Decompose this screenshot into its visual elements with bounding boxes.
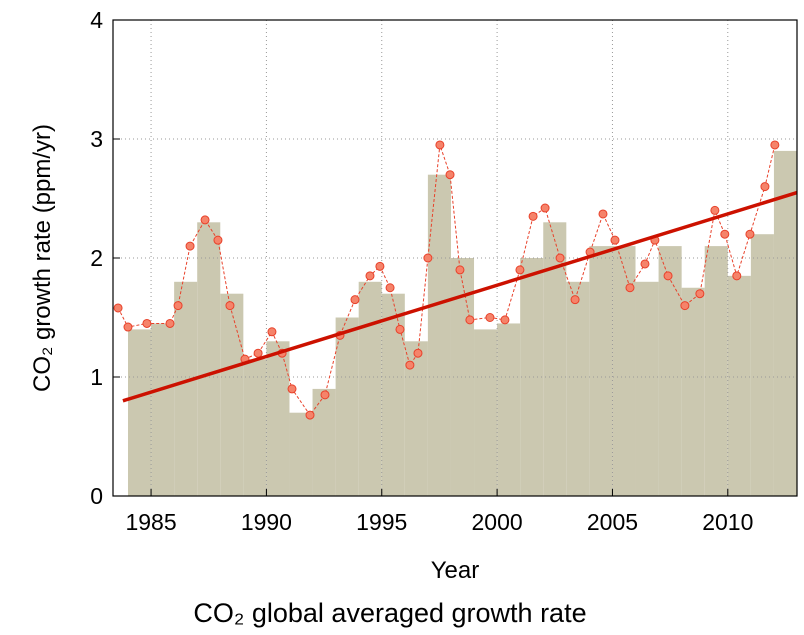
monthly-point xyxy=(375,261,385,271)
monthly-point xyxy=(267,327,277,337)
monthly-point xyxy=(253,348,263,358)
bar xyxy=(174,281,198,496)
monthly-point xyxy=(465,315,475,325)
bar xyxy=(635,281,659,496)
monthly-point xyxy=(695,289,705,299)
monthly-point xyxy=(710,205,720,215)
plot-frame xyxy=(112,19,798,497)
monthly-point xyxy=(540,203,550,213)
bar xyxy=(243,359,267,496)
y-tick-label: 1 xyxy=(90,364,103,390)
monthly-point xyxy=(455,265,465,275)
monthly-point xyxy=(680,301,690,311)
bar xyxy=(704,246,728,496)
monthly-point xyxy=(385,283,395,293)
bar xyxy=(566,281,590,496)
bar xyxy=(427,174,451,496)
bar xyxy=(358,281,382,496)
monthly-point xyxy=(770,140,780,150)
bar xyxy=(266,341,290,496)
y-tick-label: 0 xyxy=(90,483,103,509)
monthly-point xyxy=(213,235,223,245)
bar xyxy=(543,222,567,497)
monthly-point xyxy=(732,271,742,281)
chart-title: CO₂ global averaged growth rate xyxy=(193,598,586,628)
monthly-point xyxy=(142,318,152,328)
monthly-point xyxy=(445,170,455,180)
monthly-point xyxy=(200,215,210,225)
trend-line xyxy=(122,190,798,403)
monthly-point xyxy=(720,229,730,239)
monthly-point xyxy=(570,295,580,305)
y-tick-label: 3 xyxy=(90,126,103,152)
bar xyxy=(497,323,521,496)
monthly-point xyxy=(185,241,195,251)
monthly-point xyxy=(500,315,510,325)
y-tick-label: 2 xyxy=(90,245,103,271)
bar xyxy=(750,234,774,496)
monthly-point xyxy=(515,265,525,275)
monthly-point xyxy=(760,182,770,192)
monthly-point xyxy=(350,295,360,305)
monthly-point xyxy=(598,209,608,219)
monthly-point xyxy=(365,271,375,281)
bar xyxy=(197,222,221,497)
bar xyxy=(151,323,175,496)
monthly-point xyxy=(173,301,183,311)
bar xyxy=(289,412,313,496)
monthly-point xyxy=(413,348,423,358)
bar xyxy=(312,388,336,496)
bar xyxy=(381,293,405,496)
monthly-point xyxy=(423,253,433,263)
monthly-point xyxy=(640,259,650,269)
y-axis-label: CO₂ growth rate (ppm/yr) xyxy=(29,124,56,392)
monthly-point xyxy=(663,271,673,281)
monthly-point xyxy=(395,324,405,334)
x-tick-label: 1995 xyxy=(356,509,407,535)
monthly-point xyxy=(225,301,235,311)
monthly-point xyxy=(405,360,415,370)
monthly-point xyxy=(435,140,445,150)
y-tick-label: 4 xyxy=(90,7,103,33)
bar xyxy=(404,341,428,496)
monthly-point xyxy=(320,390,330,400)
monthly-point xyxy=(165,318,175,328)
monthly-point xyxy=(625,283,635,293)
monthly-point xyxy=(745,229,755,239)
monthly-point xyxy=(123,322,133,332)
bar xyxy=(612,246,636,496)
bar xyxy=(127,329,152,496)
bar xyxy=(658,246,682,496)
monthly-point xyxy=(113,303,123,313)
bar xyxy=(727,275,751,496)
monthly-point xyxy=(610,235,620,245)
x-tick-label: 1985 xyxy=(125,509,176,535)
bar xyxy=(220,293,244,496)
bar xyxy=(681,287,705,496)
x-tick-label: 2010 xyxy=(702,509,753,535)
bar xyxy=(474,329,498,496)
monthly-point xyxy=(485,313,495,322)
bar xyxy=(335,317,359,496)
monthly-point xyxy=(305,410,315,420)
monthly-point xyxy=(528,211,538,221)
monthly-point xyxy=(287,384,297,394)
x-tick-label: 1990 xyxy=(241,509,292,535)
x-tick-label: 2005 xyxy=(587,509,638,535)
x-axis-label: Year xyxy=(431,557,480,584)
bar xyxy=(520,258,544,496)
bar xyxy=(589,246,613,496)
x-tick-label: 2000 xyxy=(472,509,523,535)
bar xyxy=(773,150,797,496)
monthly-point xyxy=(555,253,565,263)
